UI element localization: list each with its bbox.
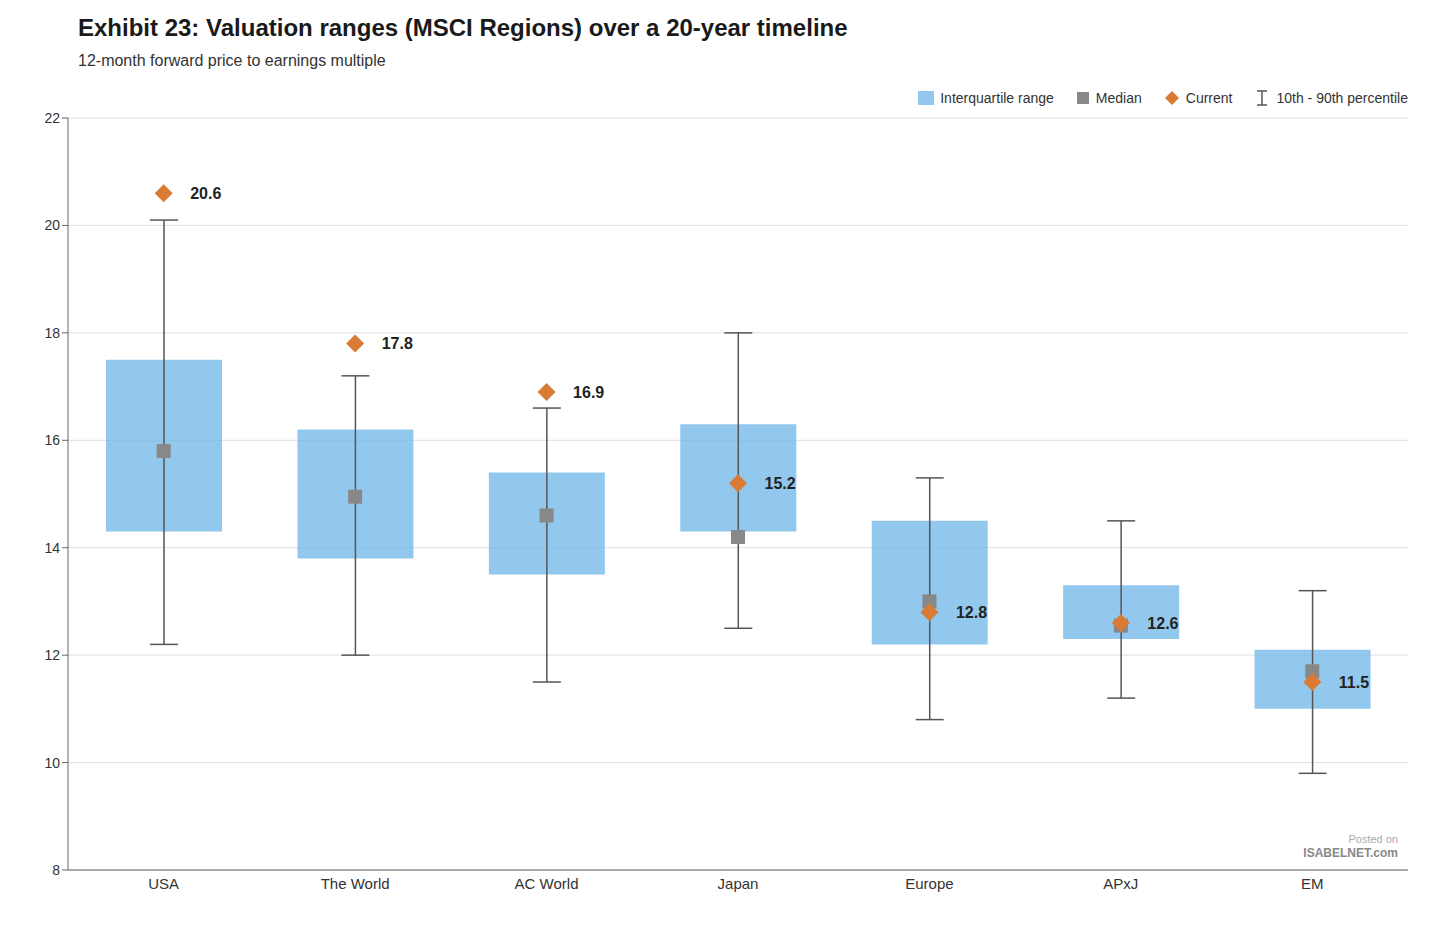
html-text:Median: Median: [1095, 90, 1142, 106]
svg-text:12: 12: [44, 647, 60, 663]
svg-text:20: 20: [44, 217, 60, 233]
svg-text:20.6: 20.6: [190, 185, 221, 202]
svg-text:10: 10: [44, 755, 60, 771]
svg-text:14: 14: [44, 540, 60, 556]
html-text:12-month forward price to earn: 12-month forward price to earnings multi…: [78, 52, 386, 69]
svg-text:APxJ: APxJ: [1103, 875, 1138, 892]
svg-text:Europe: Europe: [905, 875, 953, 892]
svg-text:EM: EM: [1301, 875, 1324, 892]
html-text:ISABELNET.com: ISABELNET.com: [1303, 846, 1398, 861]
html-text:Posted on: Posted on: [1348, 833, 1398, 846]
html-text:Current: Current: [1185, 90, 1233, 106]
svg-text:17.8: 17.8: [382, 335, 413, 352]
svg-text:22: 22: [44, 110, 60, 126]
svg-text:8: 8: [52, 862, 60, 878]
svg-text:The World: The World: [321, 875, 390, 892]
svg-text:Japan: Japan: [718, 875, 759, 892]
svg-text:12.6: 12.6: [1147, 615, 1178, 632]
html-text:10th - 90th percentile: 10th - 90th percentile: [1276, 90, 1408, 106]
html-text:Exhibit 23: Valuation ranges (: Exhibit 23: Valuation ranges (MSCI Regio…: [78, 14, 848, 41]
html-text:Interquartile range: Interquartile range: [940, 90, 1054, 106]
svg-text:AC World: AC World: [515, 875, 579, 892]
svg-text:18: 18: [44, 325, 60, 341]
svg-text:15.2: 15.2: [765, 475, 796, 492]
svg-text:11.5: 11.5: [1339, 674, 1369, 691]
svg-text:16.9: 16.9: [573, 384, 604, 401]
svg-text:16: 16: [44, 432, 60, 448]
svg-text:USA: USA: [148, 875, 179, 892]
svg-text:12.8: 12.8: [956, 604, 987, 621]
